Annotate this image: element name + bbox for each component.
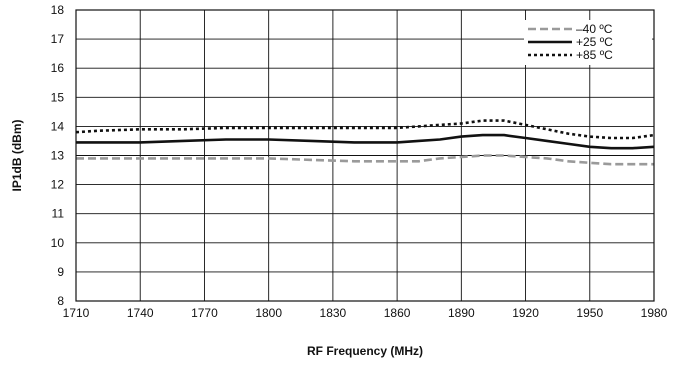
x-tick-label: 1920: [512, 306, 539, 320]
y-tick-label: 11: [52, 207, 65, 221]
x-tick-label: 1980: [641, 306, 668, 320]
x-tick-label: 1770: [191, 306, 218, 320]
legend: –40 ºC+25 ºC+85 ºC: [524, 20, 652, 65]
series-line-2: [76, 133, 655, 150]
y-tick-label: 9: [57, 265, 64, 279]
x-tick-label: 1860: [384, 306, 411, 320]
legend-label: –40 ºC: [576, 22, 613, 36]
x-tick-label: 1710: [63, 306, 90, 320]
tick-labels: 1710 1740 1770 1800 1830 1860 1890 1920 1950 1980…: [51, 3, 668, 320]
y-tick-label: 15: [51, 90, 65, 104]
y-axis-title: IP1dB (dBm): [10, 119, 24, 191]
grid: [76, 10, 654, 301]
x-tick-label: 1890: [448, 306, 475, 320]
x-tick-label: 1800: [255, 306, 282, 320]
y-tick-label: 16: [51, 61, 65, 75]
y-tick-label: 17: [51, 32, 65, 46]
x-tick-label: 1950: [576, 306, 603, 320]
y-tick-label: 8: [57, 294, 64, 308]
legend-label: +85 ºC: [576, 48, 613, 62]
legend-label: +25 ºC: [576, 35, 613, 49]
y-tick-label: 13: [51, 149, 65, 163]
series-line-3: [75, 119, 655, 140]
y-tick-label: 10: [51, 236, 65, 250]
x-tick-label: 1740: [127, 306, 154, 320]
x-tick-label: 1830: [320, 306, 347, 320]
series-lines: [75, 119, 655, 166]
series-line-1: [76, 154, 654, 166]
y-tick-label: 14: [51, 119, 65, 133]
y-tick-label: 12: [51, 178, 65, 192]
plot-frame: [75, 9, 655, 302]
x-axis-title: RF Frequency (MHz): [307, 344, 423, 358]
y-tick-label: 18: [51, 3, 65, 17]
